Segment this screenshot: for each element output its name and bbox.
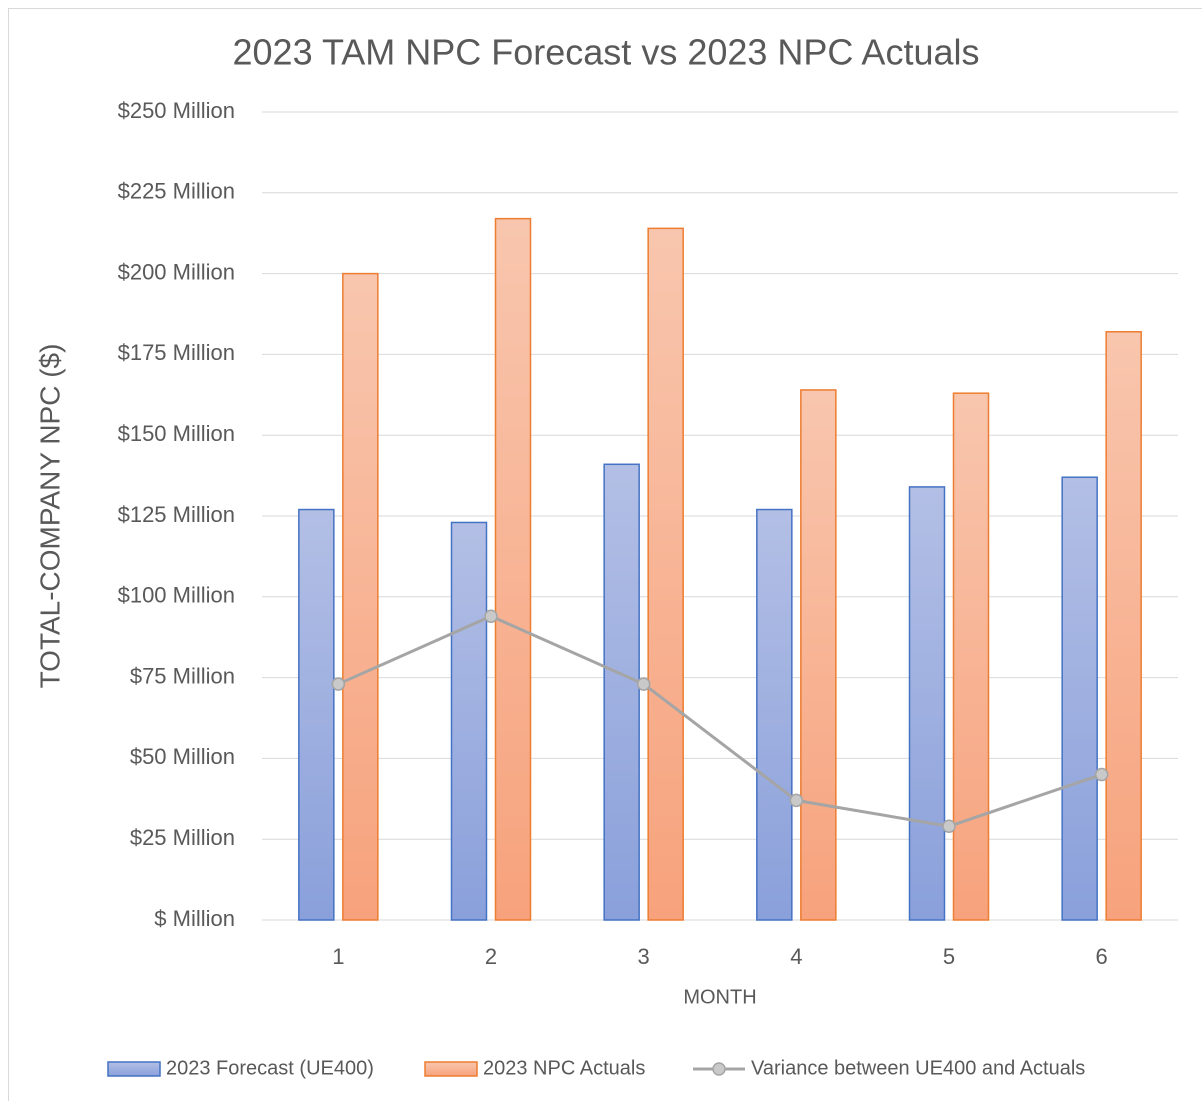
y-tick-label: $100 Million bbox=[118, 583, 235, 608]
x-tick-label: 3 bbox=[638, 944, 650, 969]
bar bbox=[298, 508, 335, 921]
legend-marker bbox=[712, 1062, 726, 1076]
bar bbox=[494, 217, 532, 921]
y-tick-label: $200 Million bbox=[118, 259, 235, 284]
y-tick-label: $175 Million bbox=[118, 340, 235, 365]
legend-swatch bbox=[107, 1061, 161, 1077]
x-tick-label: 1 bbox=[332, 944, 344, 969]
y-tick-label: $75 Million bbox=[130, 663, 235, 688]
x-axis-title: MONTH bbox=[683, 986, 756, 1008]
y-tick-label: $225 Million bbox=[118, 179, 235, 204]
y-tick-label: $ Million bbox=[154, 906, 235, 931]
legend-label: 2023 NPC Actuals bbox=[483, 1057, 645, 1079]
bar bbox=[603, 463, 640, 921]
line-marker bbox=[1094, 767, 1109, 782]
x-tick-label: 5 bbox=[943, 944, 955, 969]
legend-label: 2023 Forecast (UE400) bbox=[166, 1057, 374, 1079]
y-tick-label: $25 Million bbox=[130, 825, 235, 850]
y-tick-label: $50 Million bbox=[130, 744, 235, 769]
bar bbox=[450, 521, 488, 921]
y-tick-label: $125 Million bbox=[118, 502, 235, 527]
bar bbox=[342, 272, 379, 921]
line-marker bbox=[942, 819, 956, 834]
bar bbox=[952, 392, 990, 921]
line-marker bbox=[789, 793, 804, 808]
line-marker bbox=[484, 609, 498, 623]
chart-title: 2023 TAM NPC Forecast vs 2023 NPC Actual… bbox=[233, 32, 980, 73]
bar bbox=[756, 508, 793, 921]
bar bbox=[908, 486, 946, 921]
bar bbox=[800, 389, 837, 921]
x-tick-label: 2 bbox=[485, 944, 497, 969]
bar bbox=[1061, 476, 1098, 921]
line-marker bbox=[636, 677, 651, 691]
legend-label: Variance between UE400 and Actuals bbox=[751, 1057, 1085, 1079]
y-tick-label: $250 Million bbox=[118, 98, 235, 123]
x-tick-label: 4 bbox=[790, 944, 802, 969]
x-tick-label: 6 bbox=[1096, 944, 1108, 969]
line bbox=[337, 614, 1103, 828]
line-marker bbox=[331, 677, 346, 691]
y-axis-title: TOTAL-COMPANY NPC ($) bbox=[34, 344, 65, 689]
legend-swatch bbox=[424, 1061, 478, 1077]
y-tick-label: $150 Million bbox=[118, 421, 235, 446]
bar bbox=[1105, 331, 1142, 921]
bar bbox=[647, 227, 684, 921]
